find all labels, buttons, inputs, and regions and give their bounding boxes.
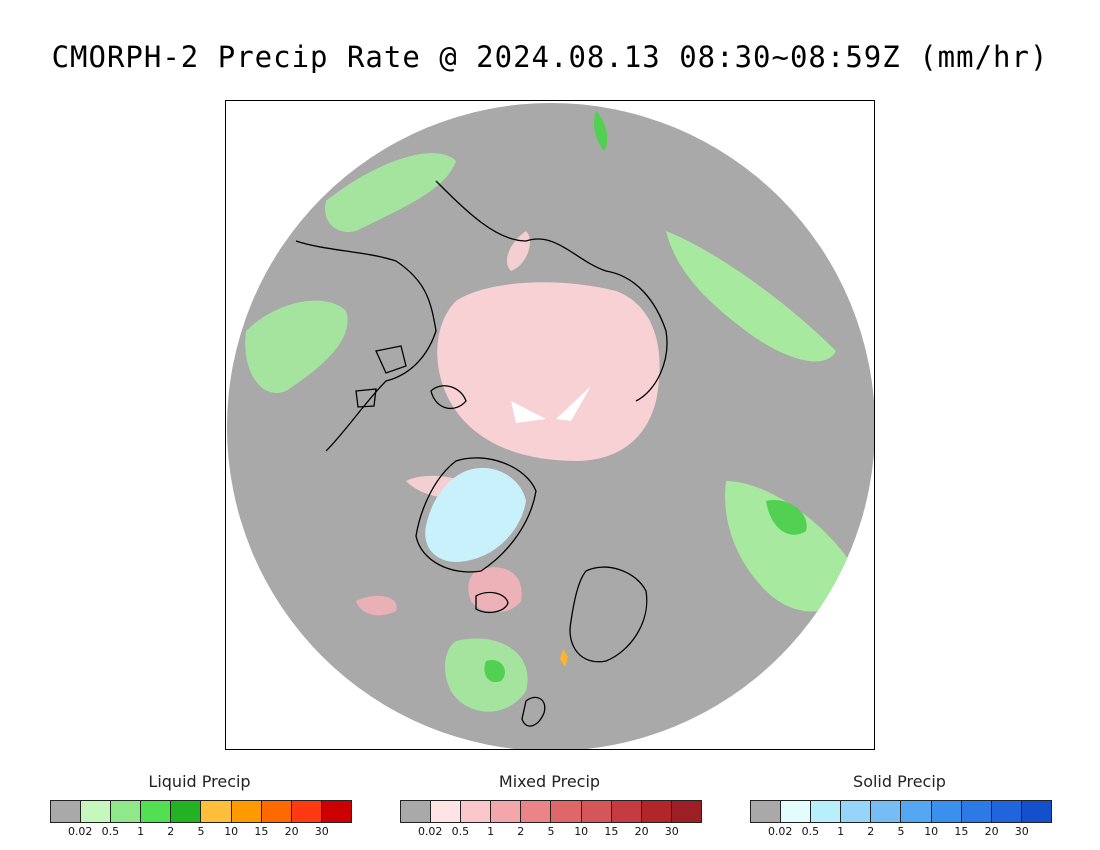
legend-swatch: [961, 801, 992, 822]
legend-swatch: [611, 801, 642, 822]
legend-tick-label: 10: [574, 825, 589, 838]
coast-archipelago: [355, 345, 467, 410]
mixed-precip-arctic: [437, 282, 660, 461]
legend-colorbar: [50, 800, 352, 823]
legend-solid-precip: Solid Precip 0.02 0.5 1 2 5 10 15 20 30: [750, 772, 1052, 839]
legend-tick-label: 2: [867, 825, 875, 838]
liquid-precip-canada: [245, 300, 348, 393]
coastlines: [295, 180, 668, 727]
legend-tick-label: 0.5: [801, 825, 820, 838]
coast-alaska-canada: [295, 240, 437, 452]
legend-swatch: [51, 801, 82, 822]
legend-tick-label: 10: [924, 825, 939, 838]
legend-tick-label: 30: [664, 825, 679, 838]
legend-tick-label: 2: [167, 825, 175, 838]
solid-precip-greenland: [425, 467, 526, 562]
legend-tick-label: 0.5: [451, 825, 470, 838]
pole-gap: [511, 386, 591, 423]
legend-ticks: 0.02 0.5 1 2 5 10 15 20 30: [750, 825, 1052, 839]
legend-tick-label: 15: [254, 825, 269, 838]
legend-swatch: [1021, 801, 1051, 822]
legend-title: Liquid Precip: [148, 772, 251, 791]
mixed-precip-atlantic: [468, 567, 522, 613]
legend-title: Mixed Precip: [498, 772, 601, 791]
legend-colorbar: [400, 800, 702, 823]
legend-tick-label: 2: [517, 825, 525, 838]
chart-title: CMORPH-2 Precip Rate @ 2024.08.13 08:30~…: [51, 40, 1049, 74]
legend-tick-label: 15: [954, 825, 969, 838]
legend-swatch: [261, 801, 292, 822]
liquid-precip-europe: [725, 481, 856, 612]
legend-swatch: [901, 801, 932, 822]
legend-swatch: [751, 801, 782, 822]
mixed-precip-west: [356, 595, 397, 616]
map-canvas: [227, 103, 874, 749]
coast-siberia: [435, 180, 668, 402]
legend-swatch: [201, 801, 232, 822]
legend-ticks: 0.02 0.5 1 2 5 10 15 20 30: [50, 825, 352, 839]
legend-swatch: [81, 801, 112, 822]
legend-tick-label: 20: [284, 825, 299, 838]
legend-swatch: [401, 801, 432, 822]
legend-tick-label: 20: [634, 825, 649, 838]
legend-tick-label: 5: [897, 825, 905, 838]
coast-britain: [521, 696, 546, 727]
legend-swatch: [171, 801, 202, 822]
legend-swatch: [991, 801, 1022, 822]
legend-title: Solid Precip: [853, 772, 946, 791]
legend-tick-label: 30: [1014, 825, 1029, 838]
legend-swatch: [781, 801, 812, 822]
legend-tick-label: 0.5: [101, 825, 120, 838]
legend-colorbar: [750, 800, 1052, 823]
legend-swatch: [551, 801, 582, 822]
legend-ticks: 0.02 0.5 1 2 5 10 15 20 30: [400, 825, 702, 839]
liquid-precip-intense: [560, 649, 568, 667]
polar-precip-map: [225, 100, 875, 750]
legend-tick-label: 1: [487, 825, 495, 838]
legend-mixed-precip: Mixed Precip 0.02 0.5 1 2 5 10 15 20 30: [400, 772, 702, 839]
liquid-precip-pacific: [666, 231, 836, 362]
legend-tick-label: 20: [984, 825, 999, 838]
legend-tick-label: 0.02: [67, 825, 93, 838]
legend-tick-label: 5: [547, 825, 555, 838]
liquid-precip-northwest: [325, 153, 456, 232]
legend-swatch: [291, 801, 322, 822]
coast-iceland: [475, 591, 509, 614]
legend-liquid-precip: Liquid Precip 0.02 0.5 1 2 5 10 15 20 30: [50, 772, 352, 839]
legend-swatch: [521, 801, 552, 822]
legend-swatch: [231, 801, 262, 822]
legend-tick-label: 15: [604, 825, 619, 838]
legend-tick-label: 1: [137, 825, 145, 838]
legend-swatch: [321, 801, 351, 822]
legend-swatch: [491, 801, 522, 822]
legend-tick-label: 0.02: [767, 825, 793, 838]
legend-swatch: [671, 801, 701, 822]
legend-swatch: [931, 801, 962, 822]
mixed-precip-band: [406, 231, 531, 498]
legend-tick-label: 0.02: [417, 825, 443, 838]
legend-swatch: [431, 801, 462, 822]
legend-swatch: [461, 801, 492, 822]
legend-swatch: [841, 801, 872, 822]
legend-swatch: [581, 801, 612, 822]
legend-tick-label: 5: [197, 825, 205, 838]
legend-swatch: [871, 801, 902, 822]
legend-tick-label: 30: [314, 825, 329, 838]
legend-swatch: [811, 801, 842, 822]
legend-swatch: [111, 801, 142, 822]
legend-swatch: [141, 801, 172, 822]
legend-tick-label: 1: [837, 825, 845, 838]
legend-swatch: [641, 801, 672, 822]
coast-scandinavia: [569, 566, 648, 663]
coast-greenland: [415, 457, 537, 573]
legend-tick-label: 10: [224, 825, 239, 838]
